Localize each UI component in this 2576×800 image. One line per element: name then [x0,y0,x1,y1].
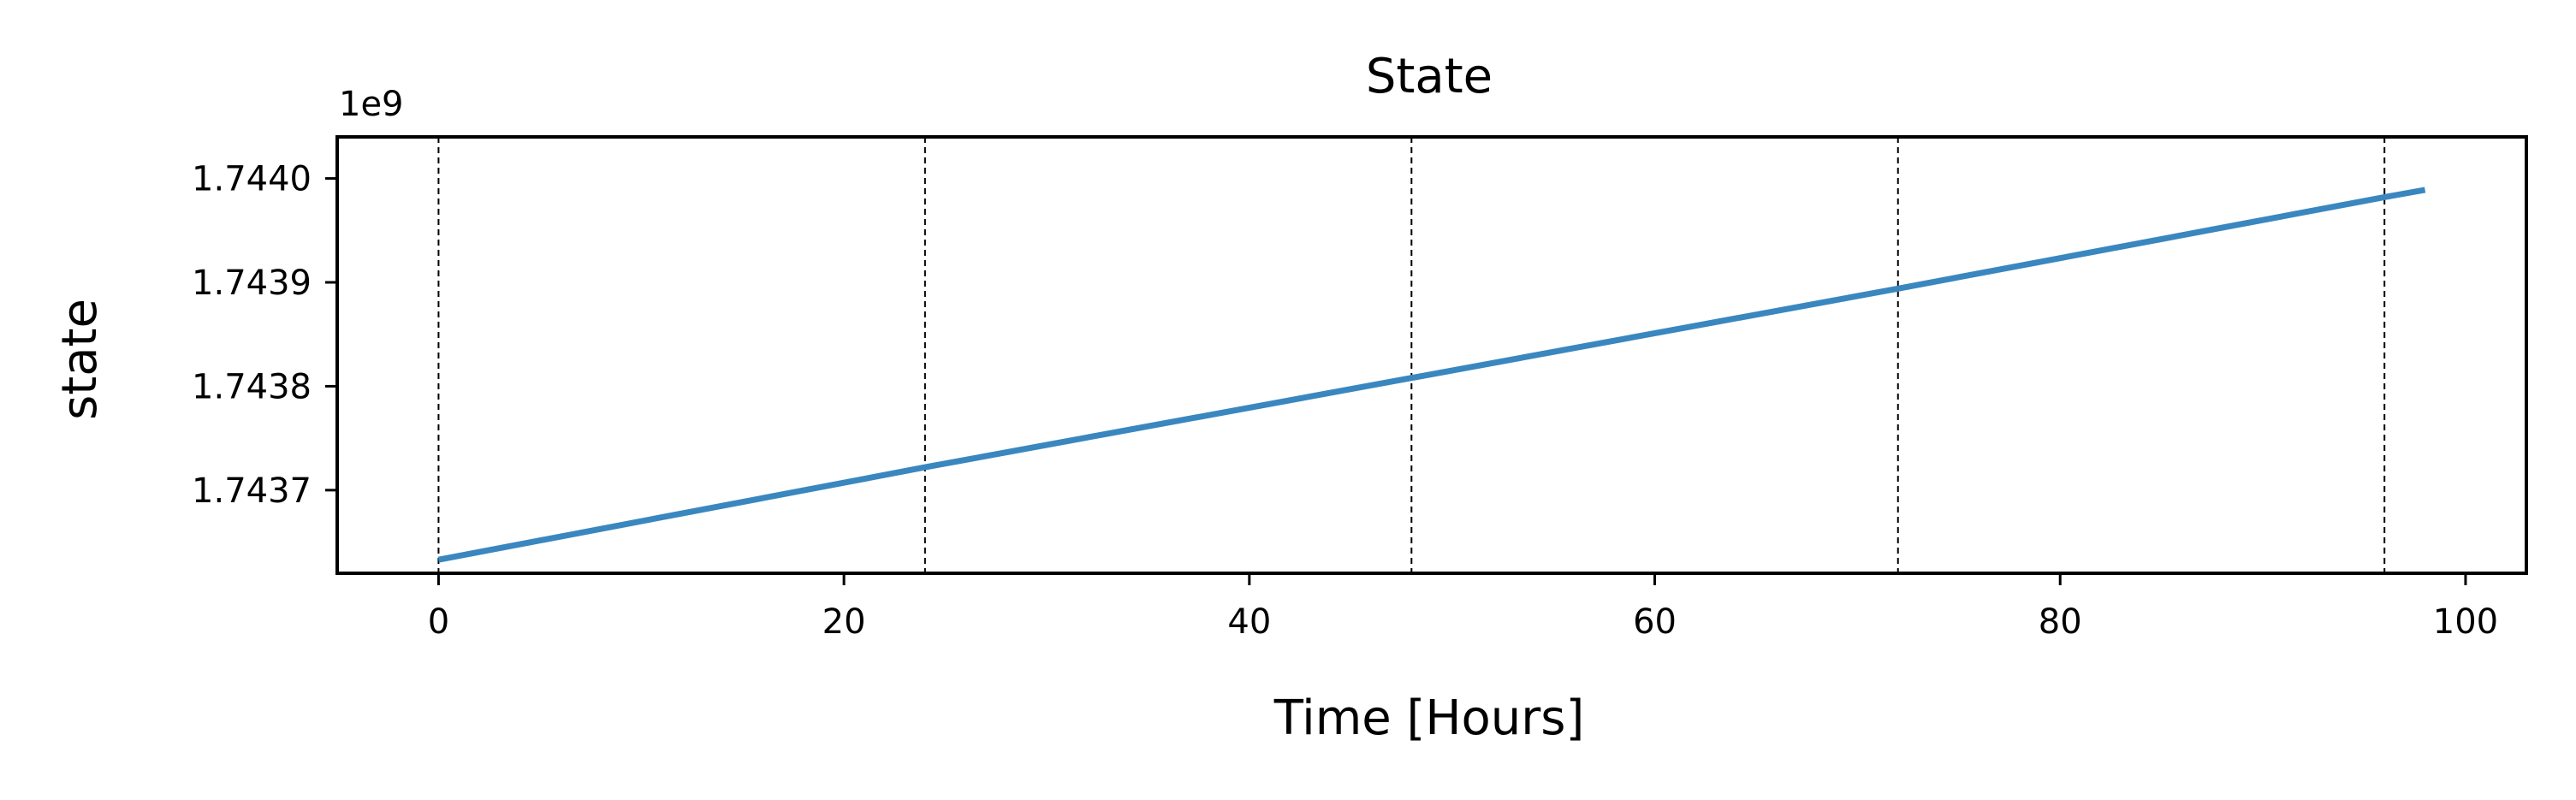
chart-title: State [1366,49,1493,104]
y-tick-label: 1.7437 [192,471,312,511]
y-tick-label: 1.7438 [192,367,312,406]
x-tick-label: 60 [1633,602,1677,642]
x-tick-label: 20 [822,602,866,642]
x-tick-label: 0 [428,602,449,642]
y-offset-label: 1e9 [339,85,404,124]
x-tick-label: 80 [2039,602,2082,642]
y-tick-label: 1.7440 [192,160,312,199]
y-tick-label: 1.7439 [192,264,312,303]
plot-area: 0 20 40 60 80 100 1.7437 1.7438 1.7439 1.7440 [192,135,2528,642]
x-tick-label: 40 [1227,602,1271,642]
x-axis-label: Time [Hours] [1273,690,1585,746]
y-axis-label: state [52,299,108,420]
state-series-line [437,187,2426,563]
axes-frame [335,135,2528,575]
x-tick-label: 100 [2433,602,2498,642]
